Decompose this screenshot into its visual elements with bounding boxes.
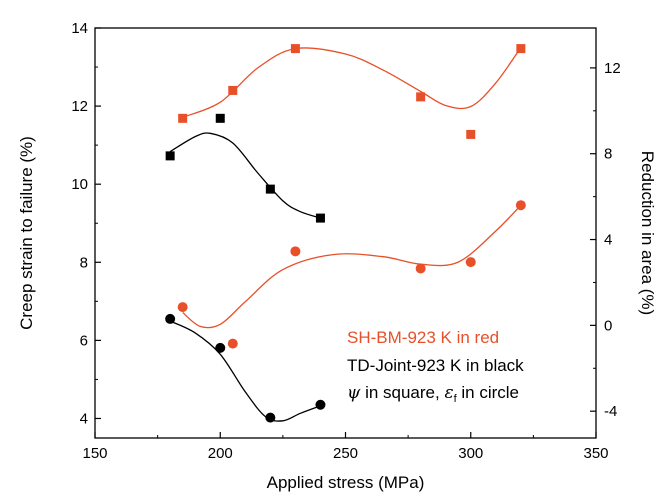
x-tick-label: 200 bbox=[208, 445, 233, 462]
fit-curves bbox=[169, 47, 522, 422]
y-axis-right-title: Reduction in area (%) bbox=[638, 151, 657, 315]
y-left-tick-label: 6 bbox=[80, 332, 88, 349]
circle-marker bbox=[265, 412, 276, 423]
square-marker bbox=[516, 44, 526, 54]
square-marker bbox=[228, 85, 238, 95]
y-right-tick-label: 12 bbox=[604, 60, 621, 77]
y-axis-left-title: Creep strain to failure (%) bbox=[17, 136, 36, 330]
circle-marker bbox=[315, 399, 326, 410]
circle-marker bbox=[165, 313, 176, 324]
square-marker bbox=[315, 213, 325, 223]
plot-frame bbox=[94, 27, 597, 439]
fit-curve bbox=[182, 47, 522, 118]
y-right-tick-label: 8 bbox=[604, 146, 612, 163]
y-left-tick-label: 10 bbox=[71, 176, 88, 193]
square-marker bbox=[466, 129, 476, 139]
circle-marker bbox=[215, 342, 226, 353]
x-tick-label: 300 bbox=[458, 445, 483, 462]
square-marker bbox=[290, 44, 300, 54]
circle-marker bbox=[227, 338, 238, 349]
y-right-tick-label: -4 bbox=[604, 403, 617, 420]
legend: SH-BM-923 K in red TD-Joint-923 K in bla… bbox=[347, 328, 524, 405]
circle-marker bbox=[290, 246, 301, 257]
legend-marker-key: ψ in square, εf in circle bbox=[347, 383, 519, 405]
y-right-tick-label: 4 bbox=[604, 232, 612, 249]
square-marker bbox=[215, 113, 225, 123]
fit-curve bbox=[182, 204, 522, 329]
circle-marker bbox=[515, 200, 526, 211]
y-left-tick-label: 12 bbox=[71, 98, 88, 115]
axis-ticks: 150 200 250 300 350 4 6 8 10 12 14 -4 0 4 8 12 bbox=[71, 20, 620, 462]
circle-marker bbox=[465, 257, 476, 268]
circle-marker bbox=[415, 263, 426, 274]
x-tick-label: 150 bbox=[82, 445, 107, 462]
circle-marker bbox=[177, 302, 188, 313]
fit-curve bbox=[169, 320, 321, 422]
square-marker bbox=[165, 151, 175, 161]
y-left-tick-label: 14 bbox=[71, 20, 88, 37]
legend-black-label: TD-Joint-923 K in black bbox=[347, 356, 524, 375]
legend-red-label: SH-BM-923 K in red bbox=[347, 328, 499, 347]
data-points bbox=[165, 44, 526, 423]
square-marker bbox=[416, 92, 426, 102]
y-right-tick-label: 0 bbox=[604, 317, 612, 334]
square-marker bbox=[265, 184, 275, 194]
square-marker bbox=[178, 113, 188, 123]
x-axis-title: Applied stress (MPa) bbox=[267, 473, 425, 492]
x-tick-label: 250 bbox=[333, 445, 358, 462]
fit-curve bbox=[169, 132, 321, 219]
x-tick-label: 350 bbox=[583, 445, 608, 462]
y-left-tick-label: 8 bbox=[80, 254, 88, 271]
y-left-tick-label: 4 bbox=[80, 410, 88, 427]
